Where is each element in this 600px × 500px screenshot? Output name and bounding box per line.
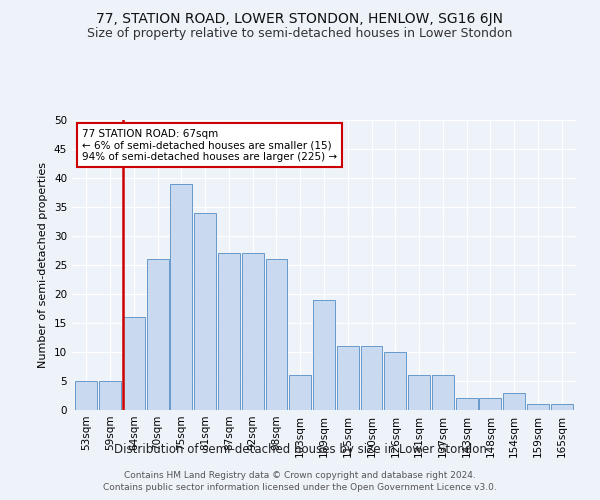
Bar [123,317,145,410]
Bar [99,381,121,410]
Bar [313,300,335,410]
Text: Contains public sector information licensed under the Open Government Licence v3: Contains public sector information licen… [103,484,497,492]
Text: Contains HM Land Registry data © Crown copyright and database right 2024.: Contains HM Land Registry data © Crown c… [124,471,476,480]
Bar [289,375,311,410]
Text: 77 STATION ROAD: 67sqm
← 6% of semi-detached houses are smaller (15)
94% of semi: 77 STATION ROAD: 67sqm ← 6% of semi-deta… [82,128,337,162]
Bar [385,352,406,410]
Bar [479,398,502,410]
Bar [361,346,382,410]
Text: 77, STATION ROAD, LOWER STONDON, HENLOW, SG16 6JN: 77, STATION ROAD, LOWER STONDON, HENLOW,… [97,12,503,26]
Bar [242,254,263,410]
Bar [194,213,216,410]
Bar [408,375,430,410]
Text: Size of property relative to semi-detached houses in Lower Stondon: Size of property relative to semi-detach… [88,28,512,40]
Text: Distribution of semi-detached houses by size in Lower Stondon: Distribution of semi-detached houses by … [113,444,487,456]
Bar [146,259,169,410]
Bar [432,375,454,410]
Bar [456,398,478,410]
Bar [527,404,549,410]
Bar [551,404,572,410]
Bar [170,184,192,410]
Bar [503,392,525,410]
Bar [266,259,287,410]
Bar [76,381,97,410]
Bar [337,346,359,410]
Y-axis label: Number of semi-detached properties: Number of semi-detached properties [38,162,49,368]
Bar [218,254,240,410]
